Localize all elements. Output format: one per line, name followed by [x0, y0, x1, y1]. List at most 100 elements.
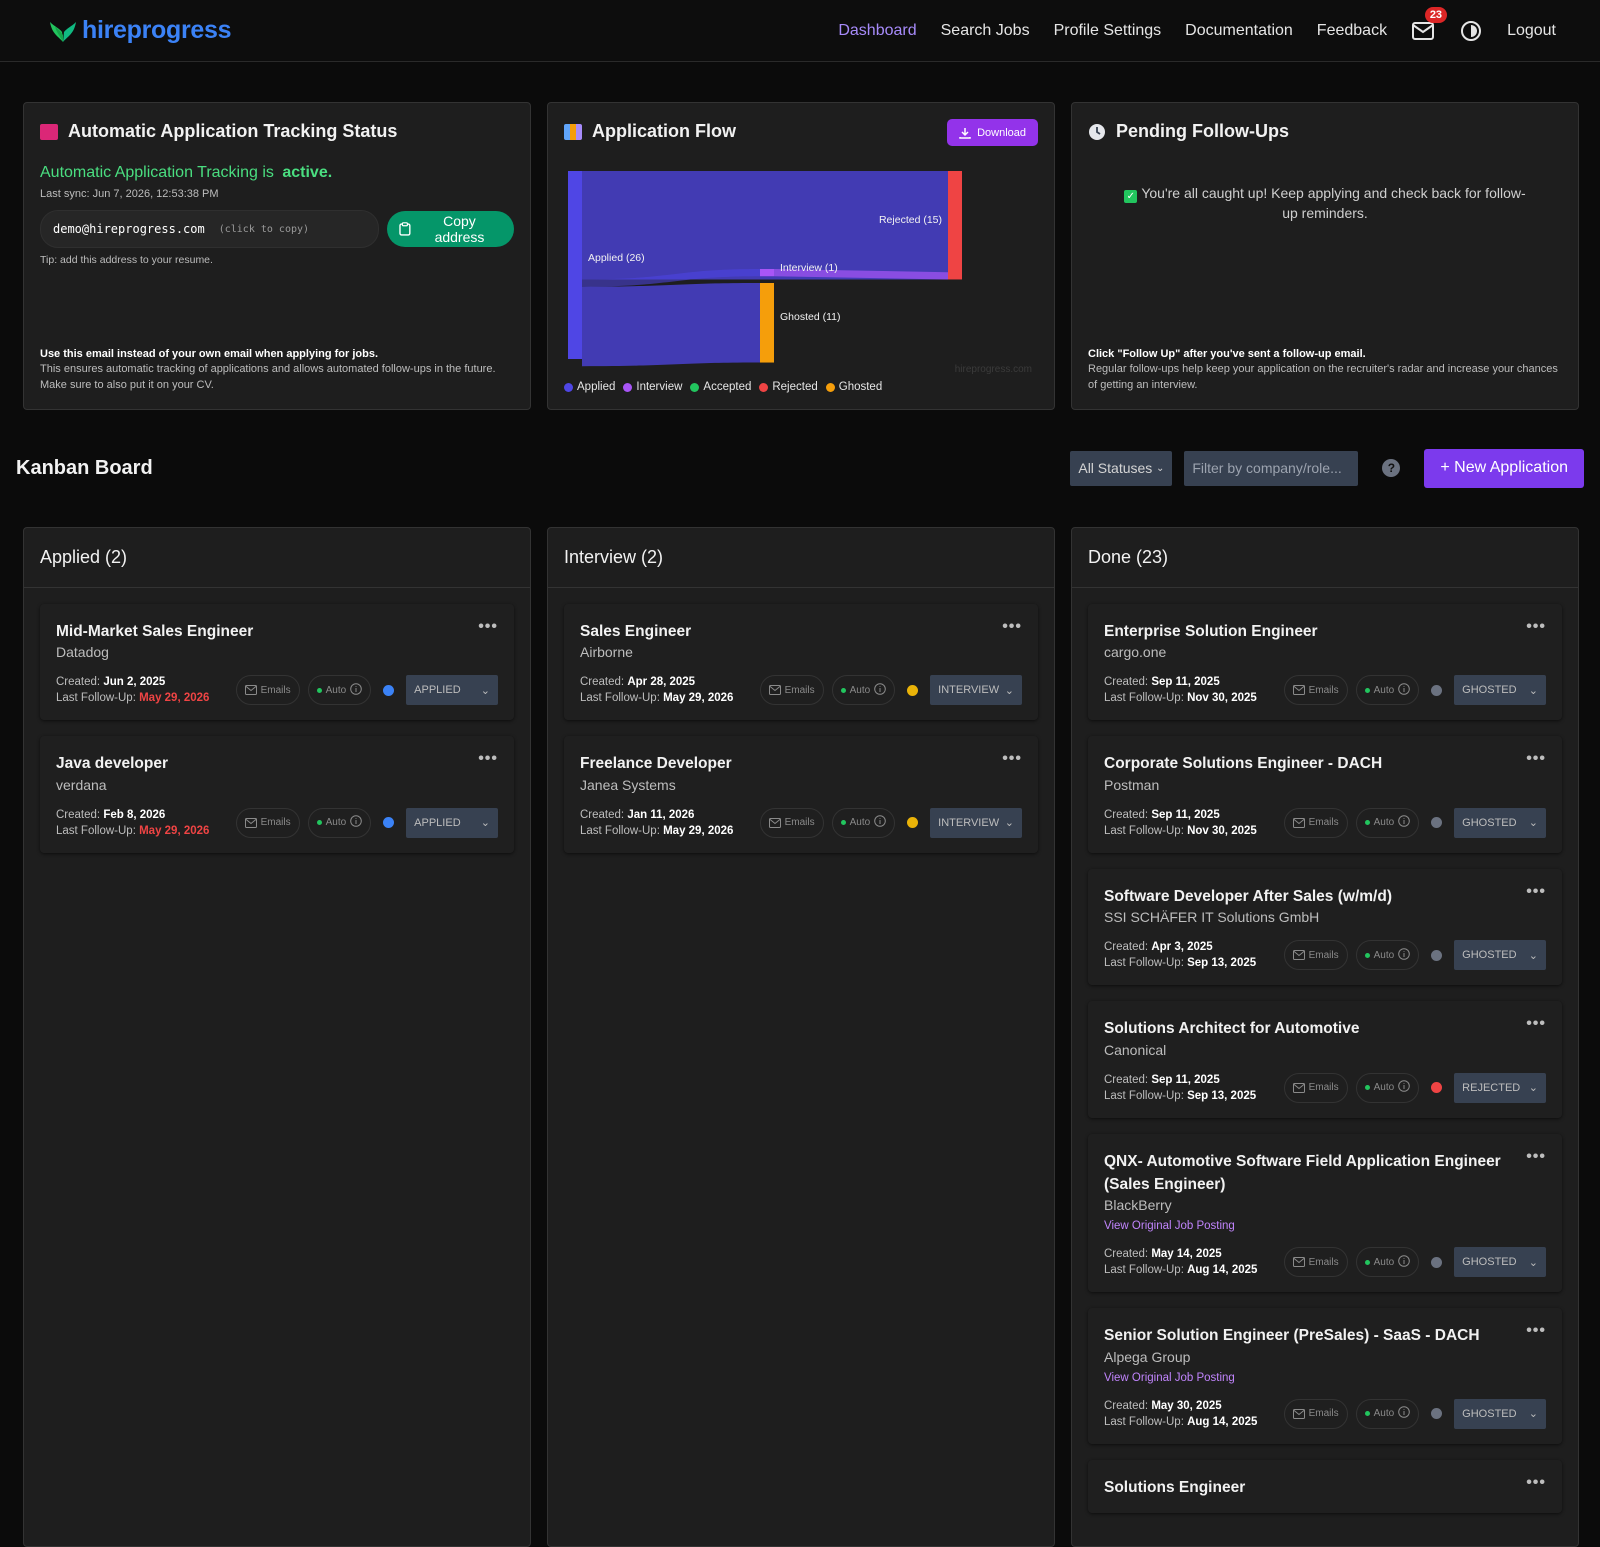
tracking-email-field[interactable]: demo@hireprogress.com (click to copy): [40, 210, 380, 248]
auto-toggle[interactable]: Auto: [1355, 1398, 1420, 1429]
job-card[interactable]: ••• Solutions Architect for Automotive Can…: [1088, 1001, 1562, 1118]
job-card[interactable]: ••• Mid-Market Sales Engineer Datadog Creat…: [40, 604, 514, 721]
emails-button[interactable]: Emails: [1283, 940, 1348, 971]
tracking-status-prefix: Automatic Application Tracking is: [40, 164, 274, 181]
info-icon[interactable]: [1398, 683, 1411, 698]
more-options-icon[interactable]: •••: [1002, 618, 1022, 635]
emails-button[interactable]: Emails: [759, 807, 824, 838]
info-icon[interactable]: [874, 815, 887, 830]
emails-button[interactable]: Emails: [1283, 675, 1348, 706]
followup-date: May 29, 2026: [663, 692, 734, 705]
caught-up-text: You're all caught up! Keep applying and …: [1141, 185, 1526, 221]
job-card[interactable]: ••• Freelance Developer Janea Systems Creat…: [564, 736, 1038, 853]
more-options-icon[interactable]: •••: [1526, 618, 1546, 635]
job-card[interactable]: ••• Sales Engineer Airborne Created: Apr 28…: [564, 604, 1038, 721]
emails-button[interactable]: Emails: [1283, 1072, 1348, 1103]
emails-button[interactable]: Emails: [759, 675, 824, 706]
status-select[interactable]: GHOSTED ⌄: [1454, 1398, 1546, 1429]
job-title: Sales Engineer: [580, 623, 692, 640]
status-select[interactable]: GHOSTED ⌄: [1454, 1247, 1546, 1278]
auto-toggle[interactable]: Auto: [307, 675, 372, 706]
more-options-icon[interactable]: •••: [1526, 1015, 1546, 1033]
info-icon[interactable]: [1398, 1080, 1411, 1095]
chevron-down-icon: ⌄: [1528, 684, 1538, 697]
job-dates: Created: Jan 11, 2026 Last Follow-Up: May…: [580, 807, 752, 839]
job-card[interactable]: ••• Java developer verdana Created: Feb 8, …: [40, 736, 514, 853]
nav-documentation[interactable]: Documentation: [1185, 21, 1293, 39]
status-select[interactable]: REJECTED ⌄: [1454, 1072, 1546, 1103]
more-options-icon[interactable]: •••: [1526, 750, 1546, 768]
logout-link[interactable]: Logout: [1507, 21, 1556, 39]
job-card[interactable]: ••• QNX- Automotive Software Field Applic…: [1088, 1133, 1562, 1293]
status-select[interactable]: APPLIED ⌄: [406, 807, 498, 838]
nav-dashboard[interactable]: Dashboard: [838, 21, 917, 39]
envelope-icon: [1292, 1257, 1305, 1268]
info-icon[interactable]: [350, 683, 363, 698]
more-options-icon[interactable]: •••: [478, 750, 498, 768]
nav-search-jobs[interactable]: Search Jobs: [940, 21, 1030, 39]
envelope-icon: [768, 685, 781, 696]
more-options-icon[interactable]: •••: [478, 618, 498, 635]
auto-toggle[interactable]: Auto: [1355, 1247, 1420, 1278]
status-select[interactable]: APPLIED ⌄: [406, 675, 498, 706]
view-job-posting-link[interactable]: View Original Job Posting: [1104, 1371, 1235, 1384]
info-icon[interactable]: [1398, 815, 1411, 830]
followup-line: Last Follow-Up: May 29, 2026: [56, 823, 228, 839]
auto-label: Auto: [325, 684, 347, 696]
more-options-icon[interactable]: •••: [1526, 1147, 1546, 1165]
brand-logo[interactable]: hireprogress: [48, 16, 232, 45]
more-options-icon[interactable]: •••: [1526, 882, 1546, 900]
info-icon[interactable]: [1398, 947, 1411, 963]
view-job-posting-link[interactable]: View Original Job Posting: [1104, 1220, 1235, 1233]
auto-label: Auto: [1373, 1082, 1395, 1094]
info-icon[interactable]: [1398, 1406, 1411, 1421]
job-card[interactable]: ••• Solutions Engineer: [1088, 1459, 1562, 1514]
more-options-icon[interactable]: •••: [1526, 1322, 1546, 1340]
more-options-icon[interactable]: •••: [1526, 1473, 1546, 1491]
job-card[interactable]: ••• Corporate Solutions Engineer - DACH Po…: [1088, 736, 1562, 853]
emails-button[interactable]: Emails: [235, 675, 300, 706]
auto-toggle[interactable]: Auto: [1355, 940, 1420, 971]
job-title: Corporate Solutions Engineer - DACH: [1104, 755, 1383, 773]
wings-logo-icon: [50, 21, 76, 42]
emails-button[interactable]: Emails: [1283, 807, 1348, 838]
status-filter-select[interactable]: All Statuses ⌄: [1070, 450, 1173, 486]
status-select[interactable]: INTERVIEW ⌄: [930, 807, 1022, 838]
status-select[interactable]: GHOSTED ⌄: [1454, 807, 1546, 838]
status-select[interactable]: GHOSTED ⌄: [1454, 675, 1546, 706]
auto-toggle[interactable]: Auto: [831, 675, 896, 706]
info-icon[interactable]: [1398, 1255, 1411, 1270]
auto-toggle[interactable]: Auto: [1355, 807, 1420, 838]
company-role-filter-input[interactable]: Filter by company/role...: [1184, 450, 1359, 486]
nav-profile-settings[interactable]: Profile Settings: [1053, 21, 1162, 39]
job-meta: Created: Sep 11, 2025 Last Follow-Up: Sep…: [1104, 1072, 1546, 1104]
job-card[interactable]: ••• Software Developer After Sales (w/m/d…: [1088, 868, 1562, 986]
info-icon[interactable]: [874, 683, 887, 698]
followup-label: Last Follow-Up:: [1104, 957, 1184, 970]
auto-toggle[interactable]: Auto: [1355, 1072, 1420, 1103]
help-icon[interactable]: ?: [1382, 459, 1401, 477]
emails-button[interactable]: Emails: [1283, 1398, 1348, 1429]
new-application-button[interactable]: + New Application: [1424, 448, 1584, 488]
auto-toggle[interactable]: Auto: [307, 807, 372, 838]
auto-toggle[interactable]: Auto: [831, 807, 896, 838]
auto-toggle[interactable]: Auto: [1355, 675, 1420, 706]
emails-button[interactable]: Emails: [235, 807, 300, 838]
emails-button[interactable]: Emails: [1283, 1247, 1348, 1278]
copy-address-button[interactable]: Copy address: [387, 211, 514, 247]
followup-label: Last Follow-Up:: [1104, 1415, 1184, 1428]
nav-feedback[interactable]: Feedback: [1316, 21, 1388, 39]
job-card[interactable]: ••• Senior Solution Engineer (PreSales) -…: [1088, 1308, 1562, 1444]
info-icon[interactable]: [350, 815, 363, 830]
status-select[interactable]: GHOSTED ⌄: [1454, 940, 1546, 971]
more-options-icon[interactable]: •••: [1002, 750, 1022, 768]
theme-toggle-button[interactable]: [1459, 19, 1483, 43]
status-select[interactable]: INTERVIEW ⌄: [930, 675, 1022, 706]
job-card[interactable]: ••• Enterprise Solution Engineer cargo.one…: [1088, 604, 1562, 721]
download-button[interactable]: Download: [947, 119, 1038, 146]
created-line: Created: Sep 11, 2025: [1104, 807, 1276, 823]
legend-accepted: Accepted: [690, 381, 751, 393]
followup-date: May 29, 2026: [139, 692, 210, 705]
mail-button[interactable]: 23: [1411, 6, 1448, 43]
auto-active-dot: [1364, 820, 1370, 826]
